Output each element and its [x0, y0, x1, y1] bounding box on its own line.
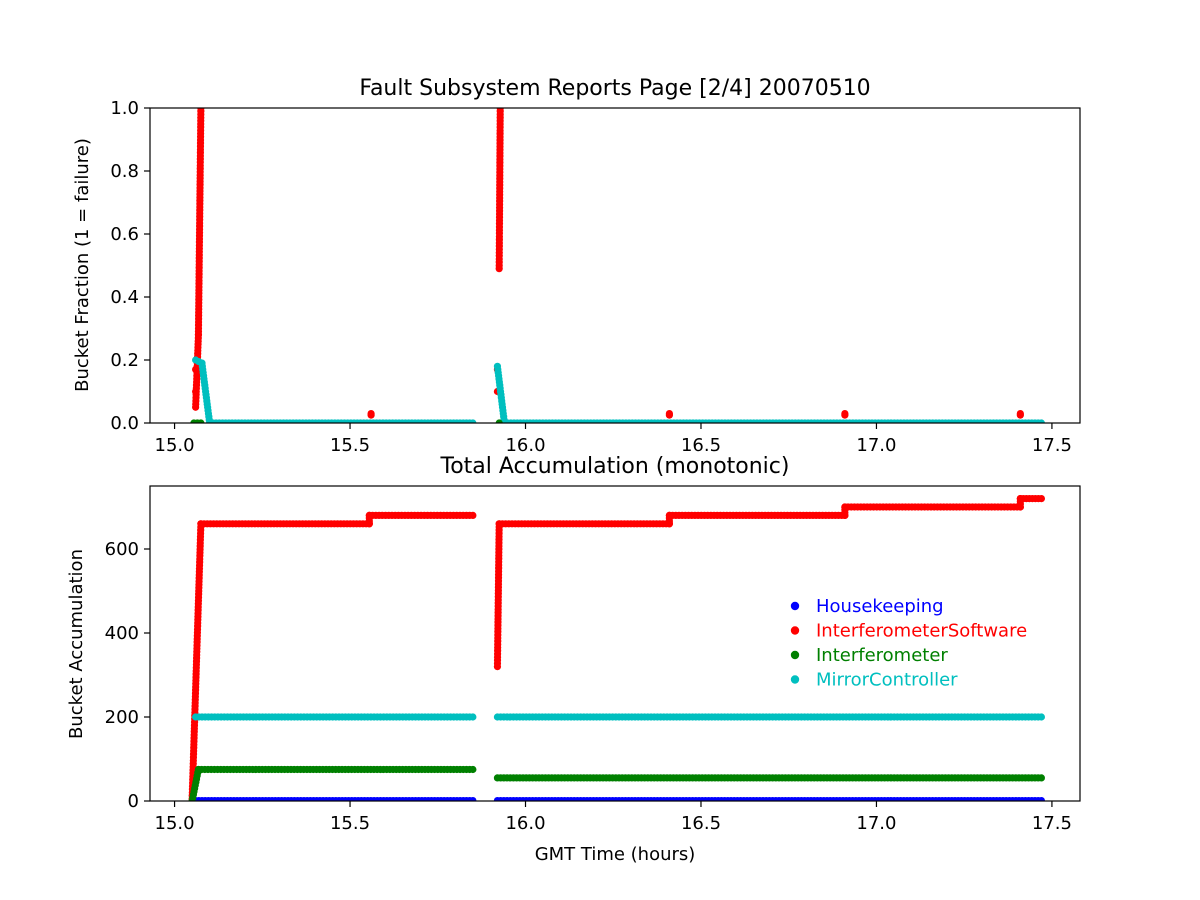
- accumulation-chart-y-tick-label: 0: [128, 791, 139, 812]
- accumulation-chart-series-interferometersoftware: [188, 495, 1045, 801]
- fraction-chart-point-interferometersoftware: [496, 108, 504, 112]
- accumulation-chart-axes: 15.0 15.5 16.0 16.5 17.0 17.5 0 200 400 600: [105, 485, 1081, 834]
- accumulation-chart-x-tick-label: 15.0: [155, 813, 195, 834]
- accumulation-chart-x-tick-label: 17.5: [1032, 813, 1072, 834]
- accumulation-chart-x-tick-label: 16.5: [681, 813, 721, 834]
- accumulation-chart-point-housekeeping: [1037, 796, 1045, 801]
- fraction-chart-y-axis-label: Bucket Fraction (1 = failure): [72, 138, 93, 392]
- accumulation-chart-x-tick-label: 17.0: [856, 813, 896, 834]
- accumulation-chart-point-interferometersoftware: [1037, 495, 1045, 503]
- accumulation-chart-point-mirrorcontroller: [1037, 713, 1045, 721]
- legend: Housekeeping InterferometerSoftware Interf…: [790, 596, 1027, 691]
- fraction-chart-y-tick-label: 0.4: [110, 287, 139, 308]
- legend-label-mirrorcontroller: MirrorController: [816, 670, 958, 691]
- accumulation-chart-x-tick-label: 16.0: [505, 813, 545, 834]
- legend-marker-interferometersoftware: [790, 626, 800, 635]
- fraction-chart-point-interferometersoftware: [665, 409, 674, 418]
- fraction-chart-series-interferometer: [190, 419, 503, 423]
- fraction-chart-axes: 15.0 15.5 16.0 16.5 17.0 17.5 0.0 0.2 0.4 0.6 0.8 1…: [110, 98, 1081, 456]
- accumulation-chart-series-interferometer: [188, 765, 1045, 801]
- fraction-chart-x-tick-label: 17.5: [1032, 435, 1072, 456]
- legend-marker-interferometer: [790, 650, 800, 660]
- legend-marker-housekeeping: [790, 601, 800, 611]
- accumulation-chart-point-interferometersoftware: [469, 511, 477, 519]
- fraction-chart-point-mirrorcontroller: [1037, 419, 1045, 423]
- fraction-chart-y-tick-label: 0.6: [110, 224, 139, 245]
- fraction-chart-point-interferometersoftware: [192, 365, 200, 374]
- accumulation-chart-point-housekeeping: [469, 796, 477, 801]
- fraction-chart-frame: [149, 107, 1081, 424]
- accumulation-chart-y-tick-label: 400: [105, 623, 139, 644]
- fraction-chart-point-mirrorcontroller: [469, 419, 477, 423]
- accumulation-chart-point-interferometer: [469, 765, 477, 774]
- accumulation-chart-y-axis-label: Bucket Accumulation: [66, 549, 87, 739]
- accumulation-chart-x-axis-label: GMT Time (hours): [535, 844, 696, 865]
- accumulation-chart-point-interferometer: [1037, 774, 1045, 782]
- fraction-chart-y-tick-label: 0.2: [110, 350, 139, 371]
- fraction-chart-x-tick-label: 16.0: [505, 435, 545, 456]
- fraction-chart-plot-area: [190, 108, 1045, 423]
- accumulation-chart: Total Accumulation (monotonic) Bucket Ac…: [66, 454, 1081, 865]
- fraction-chart-point-interferometersoftware: [367, 409, 375, 418]
- fraction-chart-point-interferometer: [495, 419, 503, 423]
- fraction-chart-point-interferometer: [197, 419, 205, 423]
- legend-marker-mirrorcontroller: [790, 675, 800, 684]
- fraction-chart-series-interferometersoftware: [192, 108, 1024, 419]
- fraction-chart-point-interferometersoftware: [841, 409, 849, 418]
- accumulation-chart-x-tick-label: 15.5: [330, 813, 370, 834]
- accumulation-chart-frame: [149, 485, 1081, 802]
- accumulation-chart-series-housekeeping: [192, 796, 1045, 801]
- accumulation-chart-title: Total Accumulation (monotonic): [440, 454, 790, 479]
- fraction-chart-y-tick-label: 1.0: [110, 98, 139, 119]
- accumulation-chart-y-tick-label: 600: [105, 539, 139, 560]
- fraction-chart-x-tick-label: 16.5: [681, 435, 721, 456]
- accumulation-chart-y-tick-label: 200: [105, 707, 139, 728]
- fraction-chart-x-tick-label: 15.0: [155, 435, 195, 456]
- fraction-chart-point-interferometersoftware: [1016, 409, 1024, 418]
- fraction-chart-title: Fault Subsystem Reports Page [2/4] 20070…: [359, 76, 870, 101]
- accumulation-chart-point-mirrorcontroller: [469, 713, 477, 721]
- legend-label-housekeeping: Housekeeping: [816, 596, 944, 617]
- accumulation-chart-series-mirrorcontroller: [192, 713, 1045, 721]
- accumulation-chart-plot-area: [188, 495, 1045, 801]
- fraction-chart-y-tick-label: 0.0: [110, 413, 139, 434]
- fraction-chart-x-tick-label: 15.5: [330, 435, 370, 456]
- legend-label-interferometer: Interferometer: [816, 645, 948, 666]
- legend-label-interferometersoftware: InterferometerSoftware: [816, 621, 1027, 642]
- fraction-chart-y-tick-label: 0.8: [110, 161, 139, 182]
- fraction-chart-point-interferometersoftware: [192, 387, 200, 396]
- accumulation-chart-marks: [188, 495, 1045, 801]
- fraction-chart-series-mirrorcontroller: [192, 356, 1045, 423]
- fraction-chart-marks: [190, 108, 1045, 423]
- fraction-chart: Fault Subsystem Reports Page [2/4] 20070…: [72, 76, 1081, 456]
- fraction-chart-x-tick-label: 17.0: [856, 435, 896, 456]
- fraction-chart-point-interferometersoftware: [197, 108, 205, 112]
